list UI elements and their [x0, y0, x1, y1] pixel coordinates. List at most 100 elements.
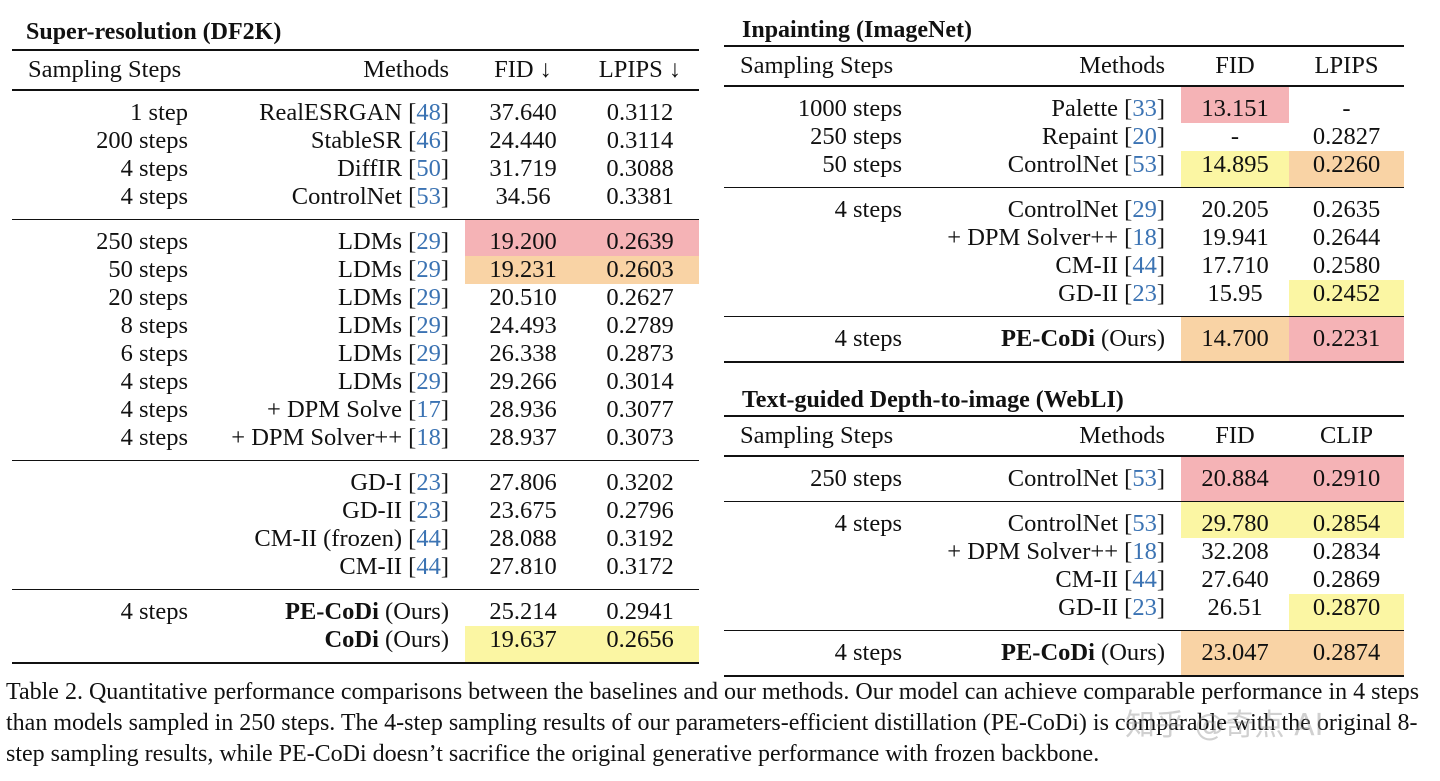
metric-cell: 0.2869: [1312, 566, 1381, 593]
method-name: CM-II: [1055, 566, 1119, 593]
metric-cell: 0.3114: [606, 127, 674, 154]
steps-cell: [724, 280, 914, 317]
fid-cell: 24.493: [489, 312, 557, 339]
method-name: Palette: [1051, 95, 1119, 122]
table-row: 8 steps LDMs [29] 24.493 0.2789: [12, 312, 699, 340]
steps-cell: 1 step: [130, 99, 188, 126]
method-name: + DPM Solver++: [947, 224, 1119, 251]
steps-cell: [12, 553, 200, 590]
metric-cell: 0.2873: [606, 340, 674, 367]
metric-cell: 0.3112: [606, 99, 674, 126]
method-cell: CM-II [44]: [339, 553, 449, 580]
method-name: LDMs: [338, 284, 403, 311]
inp-block: Inpainting (ImageNet) Sampling Steps Meth…: [724, 16, 1404, 363]
citation-link: 23: [1132, 280, 1157, 307]
steps-cell: 200 steps: [96, 127, 188, 154]
fid-cell: 20.510: [489, 284, 557, 311]
method-cell: ControlNet [29]: [914, 187, 1181, 224]
method-cell: ControlNet [53]: [1007, 465, 1165, 492]
steps-cell: 250 steps: [12, 219, 200, 256]
depth-title: Text-guided Depth-to-image (WebLI): [742, 387, 1124, 413]
fid-cell: -: [1230, 123, 1240, 150]
metric-cell: 0.2260: [1289, 151, 1404, 188]
method-name: CM-II: [339, 553, 409, 580]
method-cell: Repaint [20]: [1041, 123, 1165, 150]
metric-cell: 0.2627: [606, 284, 674, 311]
method-cell: + DPM Solve [17]: [267, 396, 449, 423]
fid-cell: 26.51: [1207, 594, 1263, 621]
table-row: CM-II [44] 27.810 0.3172: [12, 553, 699, 590]
citation-link: 46: [416, 127, 441, 154]
steps-cell: 4 steps: [120, 396, 188, 423]
metric-cell: 0.2603: [581, 256, 699, 284]
column-header: Sampling Steps: [724, 45, 914, 87]
method-cell: + DPM Solver++ [18]: [947, 538, 1165, 565]
watermark: 知乎 @奇点 AI: [1125, 708, 1324, 743]
method-name: ControlNet: [1007, 151, 1119, 178]
fid-cell: 29.266: [489, 368, 557, 395]
table-row: 4 steps ControlNet [53] 34.56 0.3381: [12, 183, 699, 220]
steps-cell: 4 steps: [724, 501, 914, 538]
table-row: CM-II [44] 17.710 0.2580: [724, 252, 1404, 280]
steps-cell: [724, 538, 914, 566]
fid-cell: 15.95: [1207, 280, 1263, 307]
fid-cell: 20.205: [1181, 187, 1289, 224]
method-name: ControlNet: [1007, 465, 1119, 492]
method-name: CM-II (frozen): [254, 525, 409, 552]
sr-title: Super-resolution (DF2K): [26, 19, 282, 45]
table-row: GD-II [23] 26.51 0.2870: [724, 594, 1404, 631]
method-cell: GD-II [23]: [1058, 280, 1165, 307]
method-name: ControlNet: [291, 183, 403, 210]
table-row: 250 steps LDMs [29] 19.200 0.2639: [12, 219, 699, 256]
steps-cell: 250 steps: [810, 123, 902, 150]
metric-cell: 0.2827: [1312, 123, 1381, 150]
fid-cell: 17.710: [1201, 252, 1269, 279]
method-name: + DPM Solver++: [947, 538, 1119, 565]
citation-link: 29: [416, 368, 441, 395]
fid-cell: 20.884: [1181, 456, 1289, 502]
metric-cell: 0.2796: [606, 497, 674, 524]
method-cell: + DPM Solver++ [18]: [231, 424, 449, 451]
steps-cell: [724, 594, 914, 631]
method-name: GD-II: [1058, 594, 1119, 621]
table-row: 6 steps LDMs [29] 26.338 0.2873: [12, 340, 699, 368]
table-row: 1 step RealESRGAN [48] 37.640 0.3112: [12, 90, 699, 127]
fid-cell: 19.941: [1201, 224, 1269, 251]
fid-cell: 14.700: [1181, 316, 1289, 363]
table-row: GD-I [23] 27.806 0.3202: [12, 460, 699, 497]
fid-cell: 19.637: [465, 626, 581, 664]
method-cell: ControlNet [53]: [914, 501, 1181, 538]
steps-cell: 6 steps: [120, 340, 188, 367]
table-row: 4 steps DiffIR [50] 31.719 0.3088: [12, 155, 699, 183]
fid-cell: 19.200: [465, 219, 581, 256]
method-cell: GD-II [23]: [1058, 594, 1165, 621]
method-name: PE-CoDi: [284, 598, 379, 625]
fid-cell: 32.208: [1201, 538, 1269, 565]
method-cell: Palette [33]: [1051, 95, 1165, 122]
steps-cell: 4 steps: [120, 155, 188, 182]
table-row: + DPM Solver++ [18] 32.208 0.2834: [724, 538, 1404, 566]
metric-cell: 0.2834: [1312, 538, 1381, 565]
inp-title: Inpainting (ImageNet): [742, 17, 973, 43]
table-row: 4 steps PE-CoDi (Ours) 14.700 0.2231: [724, 316, 1404, 363]
method-name: + DPM Solver++: [231, 424, 403, 451]
method-cell: DiffIR [50]: [337, 155, 449, 182]
citation-link: 18: [416, 424, 441, 451]
table-row: 4 steps LDMs [29] 29.266 0.3014: [12, 368, 699, 396]
method-name: GD-I: [350, 469, 403, 496]
metric-cell: 0.3381: [606, 183, 674, 210]
method-cell: LDMs [29]: [200, 219, 465, 256]
fid-cell: 13.151: [1181, 86, 1289, 123]
table-row: 20 steps LDMs [29] 20.510 0.2627: [12, 284, 699, 312]
table-row: GD-II [23] 23.675 0.2796: [12, 497, 699, 525]
method-name: + DPM Solve: [267, 396, 403, 423]
steps-cell: 50 steps: [822, 151, 902, 178]
method-cell: CM-II [44]: [1055, 566, 1165, 593]
method-name: CoDi: [324, 626, 379, 653]
metric-cell: 0.3073: [606, 424, 674, 451]
method-name: LDMs: [338, 368, 403, 395]
column-header: LPIPS ↓: [581, 49, 699, 91]
method-cell: CoDi (Ours): [200, 626, 465, 664]
method-name: PE-CoDi: [1000, 639, 1095, 666]
method-cell: LDMs [29]: [338, 368, 449, 395]
